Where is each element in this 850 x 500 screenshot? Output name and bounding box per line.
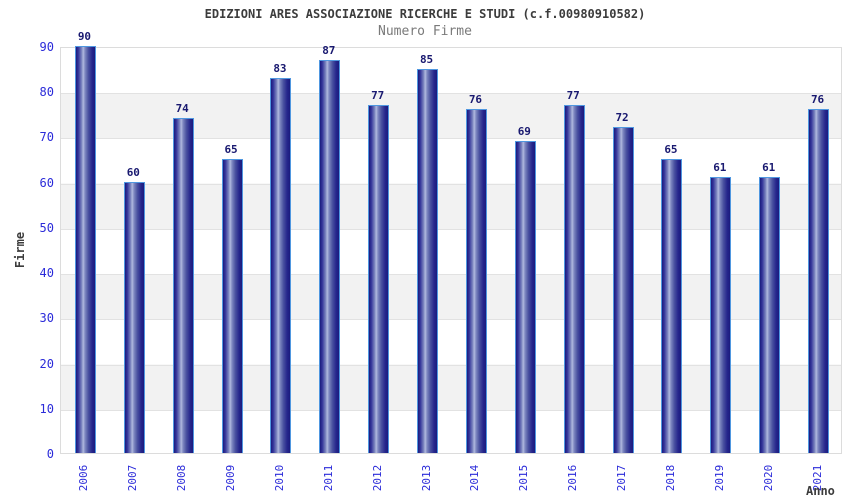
x-tick-2011: 2011	[321, 464, 335, 492]
bar-2017	[612, 127, 634, 453]
bar-2014	[465, 109, 487, 453]
y-tick-10: 10	[39, 401, 54, 416]
bar-value-label: 74	[175, 102, 189, 116]
bar-2008	[172, 118, 194, 453]
bar-value-label: 87	[322, 43, 336, 57]
bar-2015	[514, 140, 536, 453]
bar-value-label: 76	[810, 93, 825, 107]
y-tick-0: 0	[46, 447, 54, 461]
bar-value-label: 61	[713, 161, 727, 175]
bar-value-label: 69	[517, 124, 531, 138]
bar-2007	[123, 181, 145, 453]
x-tick-2012: 2012	[370, 464, 384, 492]
y-tick-30: 30	[39, 311, 54, 326]
bar-value-label: 60	[126, 165, 140, 179]
bar-2010	[270, 77, 292, 453]
gridline-10	[61, 409, 841, 411]
gridline-20	[61, 364, 841, 366]
bar-value-label: 72	[615, 111, 629, 125]
x-tick-2017: 2017	[615, 464, 629, 492]
bar-2006	[74, 46, 96, 453]
x-tick-2009: 2009	[224, 464, 238, 492]
x-tick-2020: 2020	[761, 464, 775, 492]
bar-value-label: 85	[419, 52, 434, 66]
x-tick-2008: 2008	[175, 464, 189, 492]
gridline-60	[61, 183, 841, 185]
gridline-70	[61, 138, 841, 140]
bar-value-label: 76	[468, 93, 483, 107]
y-tick-40: 40	[39, 266, 54, 281]
y-tick-50: 50	[39, 220, 54, 235]
x-tick-2013: 2013	[419, 464, 433, 492]
gridline-30	[61, 319, 841, 321]
bar-value-label: 65	[224, 143, 238, 157]
x-tick-2014: 2014	[468, 464, 482, 492]
bar-value-label: 65	[664, 143, 678, 157]
bar-2020	[759, 177, 781, 453]
bar-2013	[417, 68, 439, 453]
x-tick-2010: 2010	[272, 464, 286, 492]
x-tick-2019: 2019	[712, 464, 726, 492]
chart-subtitle: Numero Firme	[378, 24, 472, 39]
bar-2011	[319, 59, 341, 453]
x-tick-2006: 2006	[77, 464, 91, 492]
y-tick-80: 80	[39, 85, 54, 100]
gridline-40	[61, 274, 841, 276]
gridline-50	[61, 228, 841, 230]
gridline-80	[61, 93, 841, 95]
bar-2009	[221, 159, 243, 453]
bar-2016	[563, 104, 585, 453]
x-tick-2016: 2016	[566, 464, 580, 492]
bar-2019	[710, 177, 732, 453]
y-tick-60: 60	[39, 175, 54, 190]
x-axis-title: Anno	[806, 484, 835, 498]
bar-value-label: 83	[273, 61, 287, 75]
bar-value-label: 77	[371, 88, 385, 102]
plot-area	[60, 46, 842, 454]
bar-value-label: 77	[566, 88, 580, 102]
bar-2018	[661, 159, 683, 453]
bar-value-label: 61	[762, 161, 776, 175]
x-tick-2018: 2018	[663, 464, 677, 492]
x-tick-2015: 2015	[517, 464, 531, 492]
y-tick-90: 90	[39, 40, 54, 54]
x-tick-2007: 2007	[126, 464, 140, 492]
bar-2012	[368, 104, 390, 453]
bar-2021	[808, 109, 830, 453]
chart-title: EDIZIONI ARES ASSOCIAZIONE RICERCHE E ST…	[204, 7, 646, 21]
bar-value-label: 90	[77, 30, 92, 43]
y-tick-20: 20	[39, 356, 54, 371]
y-tick-70: 70	[39, 130, 54, 145]
